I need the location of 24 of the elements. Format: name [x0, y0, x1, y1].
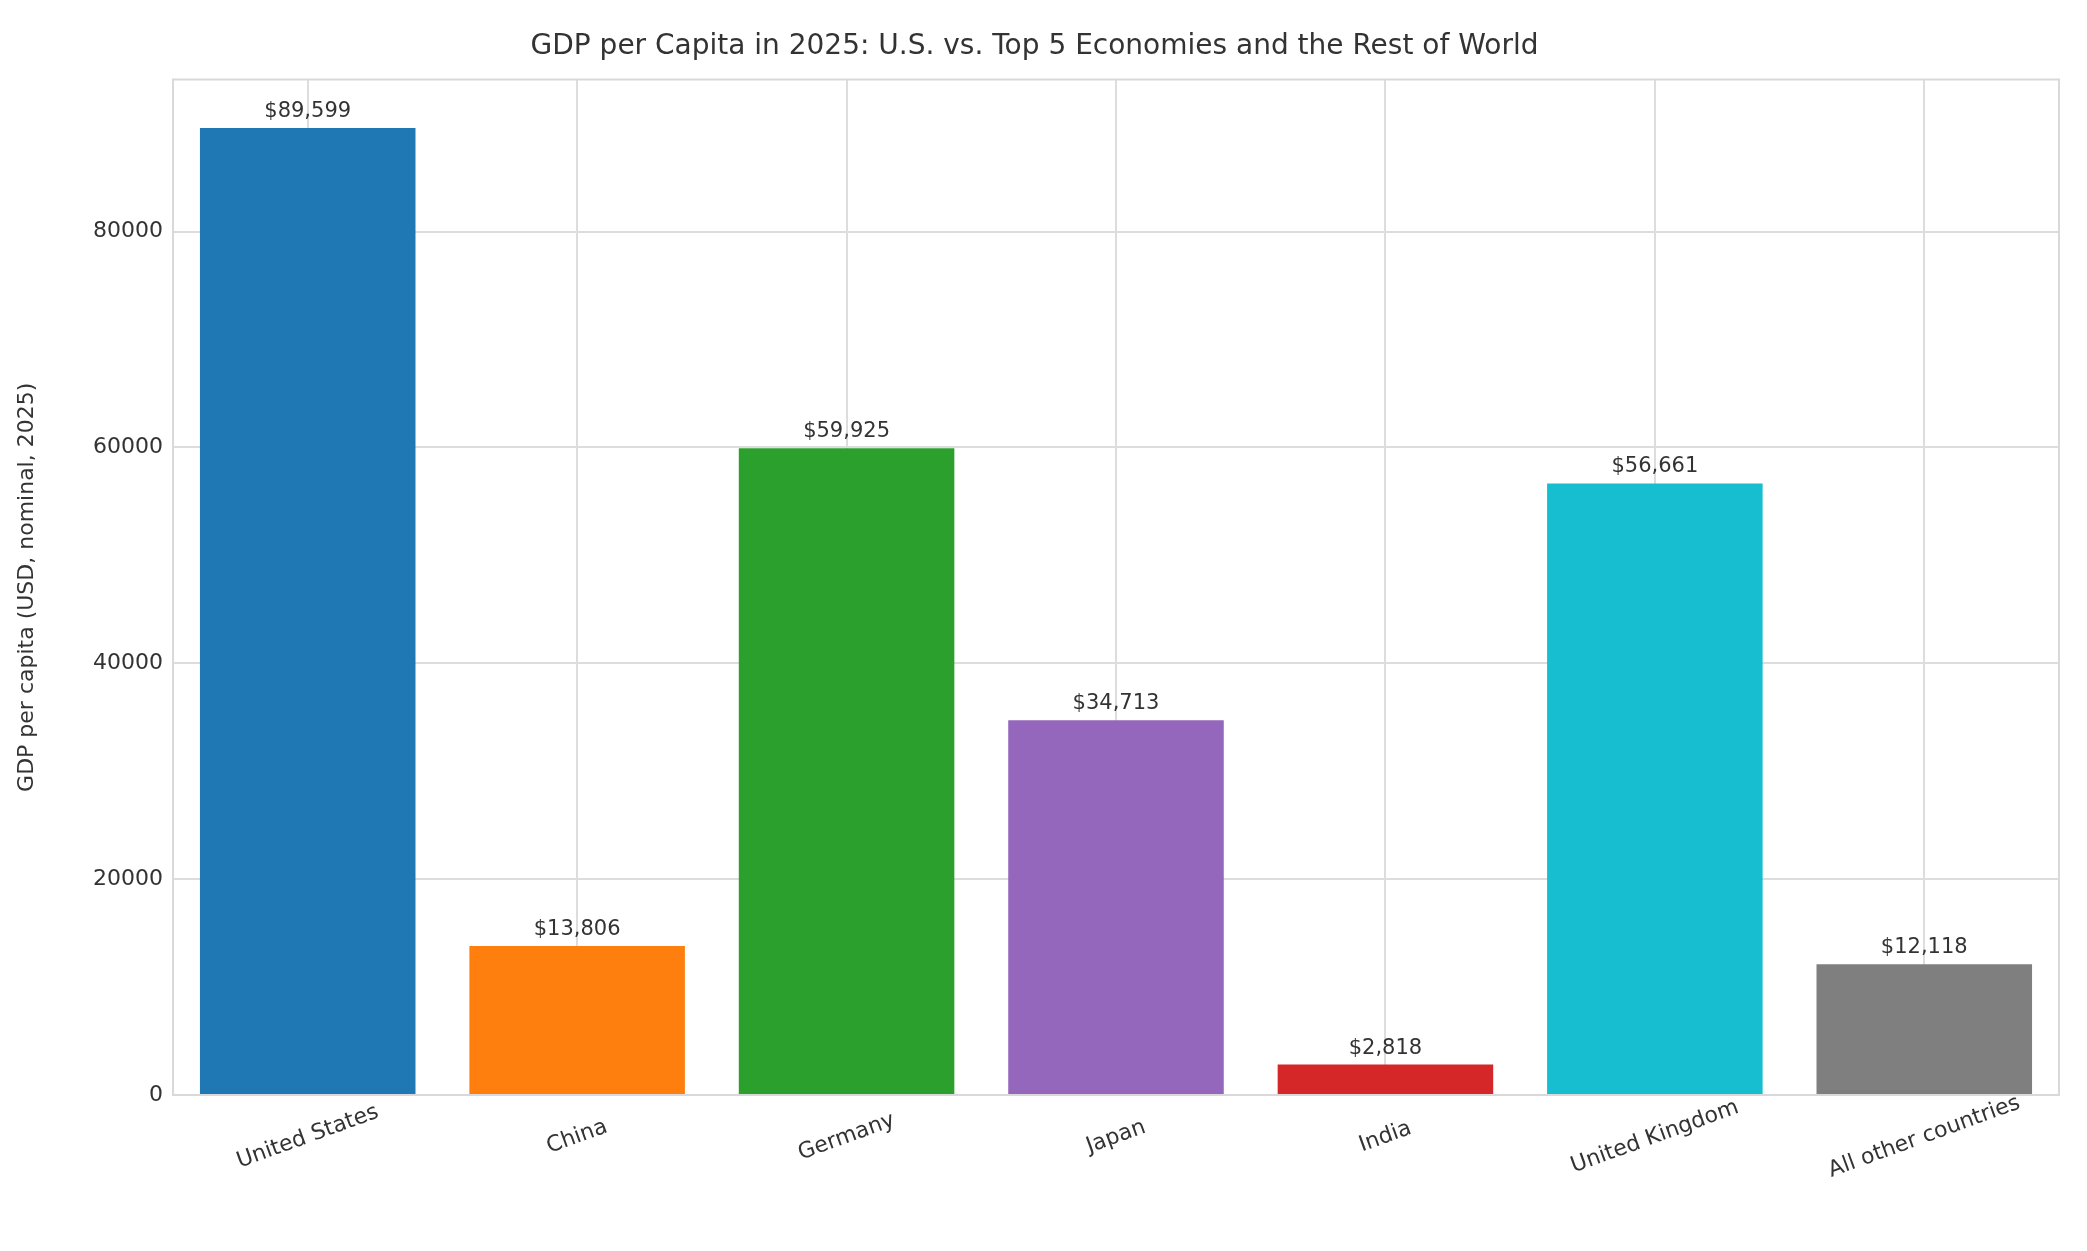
- data-label: $12,118: [1880, 934, 1968, 959]
- bar: [1547, 483, 1763, 1094]
- data-label: $56,661: [1611, 453, 1699, 478]
- chart-title: GDP per Capita in 2025: U.S. vs. Top 5 Economies and the Rest of World: [530, 28, 1539, 62]
- data-label: $34,713: [1072, 690, 1160, 715]
- y-tick-label: 0: [149, 1080, 163, 1106]
- y-tick-label: 80000: [93, 217, 163, 243]
- data-label: $89,599: [264, 97, 352, 122]
- bar: [1008, 720, 1224, 1094]
- bar: [469, 945, 685, 1094]
- y-tick-label: 20000: [93, 864, 163, 890]
- data-label: $59,925: [803, 418, 890, 443]
- bar: [1816, 964, 2033, 1094]
- data-label: $13,806: [533, 915, 621, 940]
- y-tick-label: 40000: [93, 649, 163, 674]
- bar: [199, 127, 416, 1094]
- y-axis-title: GDP per capita (USD, nominal, 2025): [12, 382, 38, 792]
- y-tick-label: 60000: [93, 433, 163, 459]
- bar: [738, 448, 955, 1094]
- x-tick-label: Japan: [1080, 1113, 1149, 1159]
- data-label: $2,818: [1348, 1034, 1423, 1059]
- bar: [1277, 1064, 1494, 1094]
- x-tick-label: China: [542, 1112, 611, 1158]
- x-tick-label: India: [1355, 1114, 1415, 1157]
